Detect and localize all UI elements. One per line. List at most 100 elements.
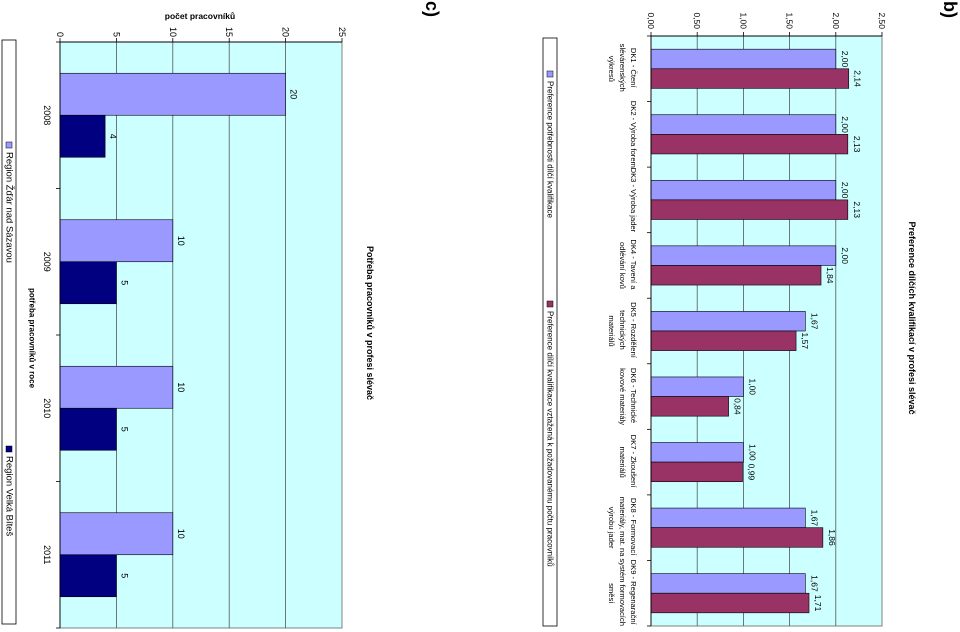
bar-series-2: [650, 592, 810, 614]
value-tick-label: 5: [111, 32, 121, 37]
data-label: 10: [176, 236, 186, 246]
category-label-line: systém formovacích: [619, 558, 628, 628]
data-label: 5: [119, 427, 129, 432]
bar-series-1: [650, 179, 837, 201]
data-label: 2,13: [852, 136, 862, 153]
bar-series-1: [59, 512, 174, 556]
bar-series-1: [59, 72, 286, 116]
category-label: DK3 - Výroba jader: [630, 168, 639, 233]
data-label: 1,00: [747, 378, 757, 395]
legend-swatch: [546, 300, 554, 308]
bar-series-1: [59, 219, 174, 263]
category-label-line: DK6 - Technické: [630, 368, 639, 425]
data-label: 1,86: [827, 529, 837, 546]
chart-b: 0,00 0,50 1,00 1,50 2,00 2,50 2,00 2,00 2,00 2,00…: [542, 12, 887, 628]
category-label: 2009: [42, 252, 52, 272]
data-label: 1,67: [809, 575, 819, 592]
data-label: 10: [176, 382, 186, 392]
category-label-line: DK7 - Zkoušení: [630, 435, 639, 490]
data-label: 1,67: [809, 510, 819, 527]
category-label: DK7 - Zkoušení materiálů: [619, 435, 639, 490]
bar-series-1: [650, 311, 806, 332]
legend-label: Region Velká Bíteš: [4, 456, 15, 537]
data-label: 20: [289, 89, 299, 99]
bar-series-2: [59, 407, 117, 451]
bar-series-2: [650, 68, 850, 89]
legend: [542, 37, 558, 627]
category-axis-title-c: potřeba pracovníků v roce: [28, 288, 37, 389]
category-label-line: DK9 - Regenarační: [630, 560, 639, 627]
data-label: 2,14: [853, 70, 863, 87]
data-label: 4: [108, 134, 118, 139]
chart-title-c: Potřeba pracovníků v profesi slévač: [365, 246, 375, 400]
category-label-line: kovové materiály: [619, 368, 628, 425]
value-tick-label: 10: [168, 27, 178, 37]
value-tick-label: 2,00: [831, 12, 841, 29]
bar-series-2: [650, 134, 849, 155]
chart-title-b: Preference dílčích kvalifikací v profesi…: [907, 221, 917, 414]
data-label: 0,99: [746, 464, 756, 481]
data-label: 2,00: [840, 116, 850, 133]
category-label-line: slévárenských: [619, 44, 628, 94]
value-tick-label: 1,00: [738, 12, 748, 29]
data-label: 0,84: [733, 398, 743, 415]
bar-series-2: [650, 330, 797, 351]
legend-label: Region Žďár nad Sázavou: [4, 152, 15, 263]
category-label: 2008: [42, 105, 52, 125]
data-label: 5: [119, 573, 129, 578]
bar-series-1: [650, 48, 837, 70]
bar-series-2: [650, 265, 822, 286]
category-label: DK5 - Rozdělení technických materiálů: [608, 302, 639, 360]
value-tick-label: 15: [224, 27, 234, 37]
bar-series-1: [650, 573, 806, 594]
category-label-line: DK4 - Tavení a: [630, 239, 639, 291]
bar-series-2: [650, 396, 729, 417]
legend: [1, 39, 17, 625]
category-label-line: směsí: [608, 583, 617, 604]
bar-series-1: [650, 114, 837, 135]
data-label: 5: [119, 280, 129, 285]
data-label: 1,00: [747, 444, 757, 461]
category-label: 2011: [42, 545, 52, 564]
value-axis-title-c: počet pracovníků: [165, 11, 235, 21]
category-label-line: výkresů: [608, 56, 617, 82]
data-label: 2,00: [840, 247, 850, 264]
category-label-line: DK3 - Výroba jader: [630, 168, 639, 233]
panel-label-b: b): [940, 1, 960, 18]
value-tick-label: 2,50: [877, 12, 887, 29]
category-label: DK6 - Technické kovové materiály: [619, 368, 639, 425]
bar-series-1: [650, 376, 744, 397]
data-label: 1,57: [800, 333, 810, 350]
bar-series-2: [59, 261, 117, 305]
category-label-line: materiálů: [608, 315, 617, 346]
bar-series-1: [650, 507, 806, 528]
value-tick-label: 20: [281, 27, 291, 37]
value-tick-label: 0,50: [692, 12, 702, 29]
bar-series-1: [59, 365, 174, 409]
value-tick-label: 0,00: [646, 12, 656, 29]
bar-series-2: [650, 461, 743, 483]
legend-swatch: [5, 445, 13, 453]
data-label: 2,00: [840, 182, 850, 199]
panel-label-c: c): [422, 1, 442, 17]
bar-series-2: [650, 199, 849, 220]
category-label-line: výrobu jader: [608, 507, 617, 549]
category-label: DK4 - Tavení a odlévání kovů: [619, 239, 639, 291]
category-label: DK1 - Čtení slévárenských výkresů: [608, 44, 639, 94]
category-label-line: DK2 - Výroba forem: [630, 101, 639, 168]
data-label: 1,84: [825, 267, 835, 284]
category-label: DK9 - Regenarační systém formovacích smě…: [608, 558, 639, 628]
data-label: 10: [176, 529, 186, 539]
value-tick-label: 25: [337, 27, 347, 37]
legend-label: Preference dílčí kvalifikace vztažená k …: [546, 311, 555, 567]
bar-series-1: [650, 245, 837, 266]
category-label-line: DK5 - Rozdělení: [630, 302, 639, 360]
category-label-line: materiálů: [619, 446, 628, 477]
bar-series-2: [59, 114, 106, 158]
category-label-line: DK8 - Formovací: [630, 498, 639, 558]
data-label: 2,13: [852, 201, 862, 218]
chart-c: 0 5 10 15 20 252010101045552008200920102011Re…: [1, 27, 347, 629]
bar-series-1: [650, 442, 744, 463]
category-label-line: odlévání kovů: [619, 242, 628, 289]
